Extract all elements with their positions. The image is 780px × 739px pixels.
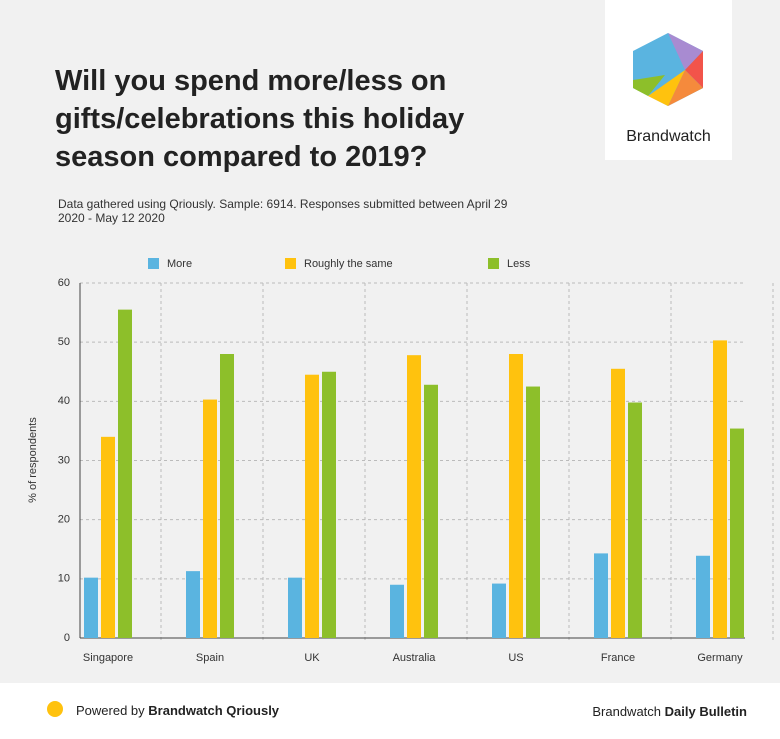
bar [84,577,98,638]
bar [220,354,234,638]
chart: % of respondents 0 10 20 30 40 50 60 Singapore Sp… [27,258,774,664]
x-tick-label: US [508,652,523,664]
y-tick-label: 50 [58,336,70,348]
bar [526,386,540,638]
bar [611,368,625,638]
bar [628,402,642,638]
logo-icon [633,33,703,106]
y-tick-label: 20 [58,514,70,526]
x-tick-label: Singapore [83,652,133,664]
footer-dot [47,701,63,717]
legend-swatch [285,258,296,269]
legend-label: More [167,258,192,270]
y-tick-label: 40 [58,395,70,407]
legend-label: Roughly the same [304,258,393,270]
chart-title: Will you spend more/less on gifts/celebr… [55,65,465,173]
chart-subtitle: Data gathered using Qriously. Sample: 69… [58,197,508,225]
x-tick-label: Spain [196,652,224,664]
footer-left: Powered by Brandwatch Qriously [76,703,279,718]
bar [390,584,404,638]
bar [696,555,710,638]
bar [288,577,302,638]
bar [407,355,421,638]
footer: Powered by Brandwatch Qriously Brandwatc… [0,683,780,739]
bar [305,374,319,638]
y-axis-label: % of respondents [27,417,39,503]
bar [424,384,438,638]
y-tick-label: 30 [58,454,70,466]
bar [203,399,217,638]
bar [594,553,608,638]
logo-box: Brandwatch [605,0,732,160]
footer-text: Brandwatch [592,704,662,719]
x-tick-label: UK [304,652,320,664]
bar [118,309,132,638]
bar [322,371,336,638]
footer-brand: Brandwatch Qriously [148,703,280,718]
footer-text: Powered by [76,703,145,718]
legend-swatch [148,258,159,269]
bar [492,583,506,638]
y-tick-label: 0 [64,632,70,644]
legend-swatch [488,258,499,269]
bar [101,436,115,638]
y-tick-label: 60 [58,277,70,289]
x-tick-label: Australia [393,652,437,664]
x-tick-label: France [601,652,635,664]
legend-label: Less [507,258,531,270]
bar [730,428,744,638]
y-tick-label: 10 [58,573,70,585]
footer-brand: Daily Bulletin [664,704,747,719]
bar [509,354,523,638]
bar [713,340,727,638]
footer-right: Brandwatch Daily Bulletin [592,704,747,719]
bar [186,571,200,638]
logo-text: Brandwatch [626,128,711,145]
x-tick-label: Germany [697,652,743,664]
